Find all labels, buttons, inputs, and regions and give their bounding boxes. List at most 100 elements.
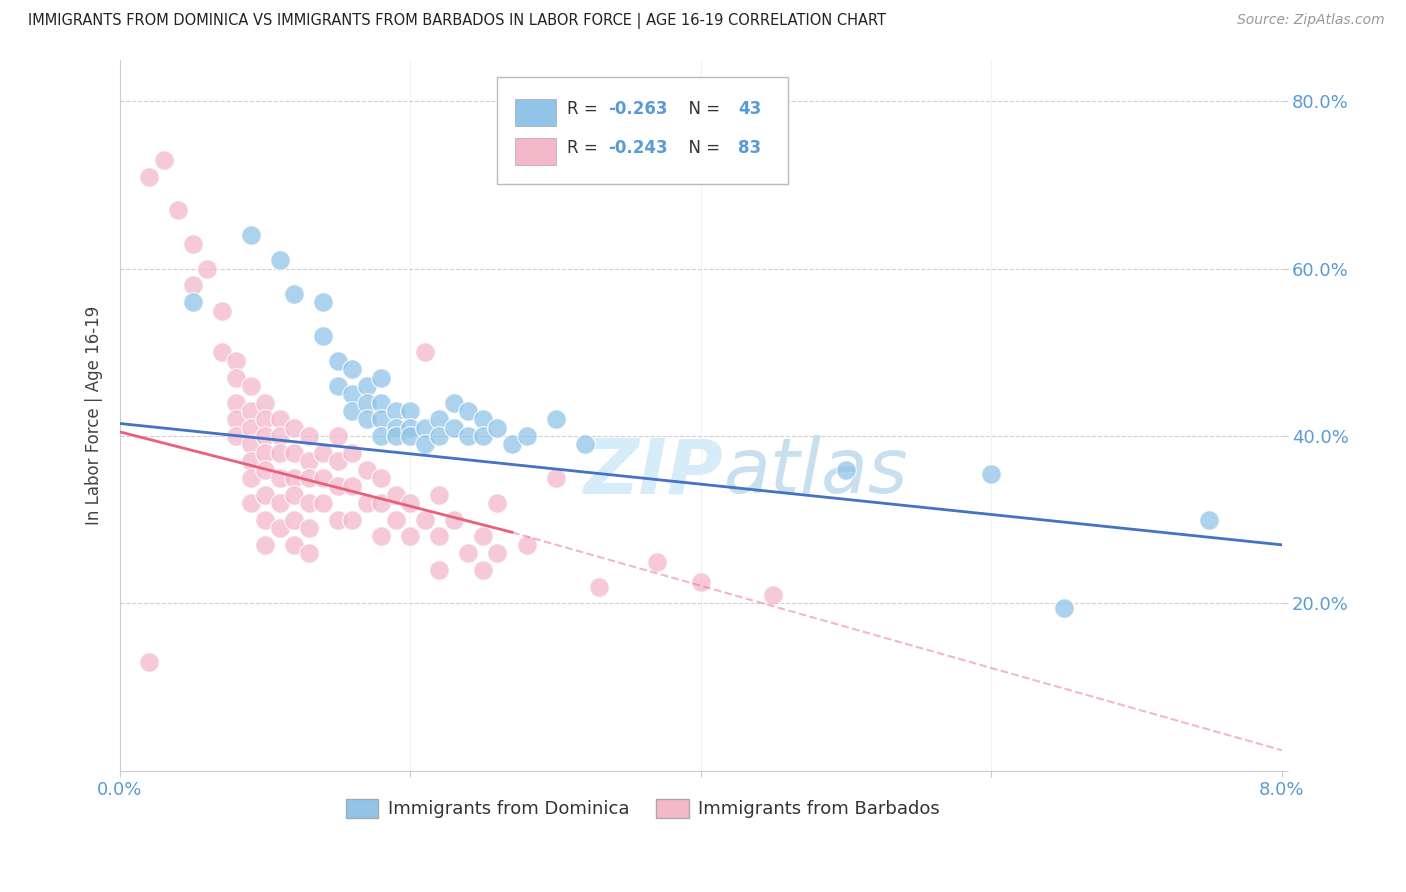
Text: -0.263: -0.263: [607, 101, 668, 119]
Legend: Immigrants from Dominica, Immigrants from Barbados: Immigrants from Dominica, Immigrants fro…: [339, 792, 946, 826]
Point: [269, 496, 291, 510]
Point: [225, 370, 247, 384]
Point: [283, 286, 305, 301]
Point: [429, 563, 451, 577]
Point: [239, 379, 262, 393]
Y-axis label: In Labor Force | Age 16-19: In Labor Force | Age 16-19: [86, 306, 103, 524]
Point: [239, 496, 262, 510]
Point: [457, 546, 479, 560]
Point: [486, 546, 509, 560]
Point: [269, 521, 291, 535]
Text: Source: ZipAtlas.com: Source: ZipAtlas.com: [1237, 13, 1385, 28]
Point: [312, 446, 335, 460]
Point: [413, 437, 436, 451]
Point: [385, 420, 408, 434]
Point: [312, 496, 335, 510]
Point: [443, 420, 465, 434]
Point: [689, 575, 711, 590]
Point: [298, 429, 321, 443]
Point: [501, 437, 523, 451]
Bar: [515, 137, 555, 165]
Point: [413, 345, 436, 359]
Point: [283, 513, 305, 527]
Point: [385, 513, 408, 527]
Point: [342, 387, 364, 401]
Point: [588, 580, 610, 594]
Point: [399, 529, 422, 543]
Text: R =: R =: [567, 139, 603, 158]
Point: [413, 513, 436, 527]
Point: [429, 412, 451, 426]
Point: [283, 471, 305, 485]
Point: [298, 496, 321, 510]
Point: [544, 471, 567, 485]
Point: [269, 412, 291, 426]
Point: [239, 228, 262, 243]
Point: [443, 513, 465, 527]
Point: [471, 429, 494, 443]
Point: [239, 404, 262, 418]
Point: [471, 563, 494, 577]
Point: [225, 429, 247, 443]
Point: [269, 429, 291, 443]
Point: [574, 437, 596, 451]
Text: R =: R =: [567, 101, 603, 119]
Text: atlas: atlas: [724, 435, 908, 509]
Point: [1198, 513, 1220, 527]
Point: [239, 437, 262, 451]
Point: [413, 420, 436, 434]
Point: [370, 471, 392, 485]
Point: [254, 395, 277, 409]
Point: [385, 429, 408, 443]
Point: [515, 538, 537, 552]
Point: [254, 446, 277, 460]
Point: [326, 429, 349, 443]
Point: [283, 538, 305, 552]
Text: ZIP: ZIP: [585, 435, 724, 509]
Point: [211, 345, 233, 359]
Point: [326, 513, 349, 527]
Point: [283, 488, 305, 502]
Point: [515, 429, 537, 443]
Point: [326, 454, 349, 468]
Point: [326, 479, 349, 493]
Point: [399, 496, 422, 510]
Point: [225, 395, 247, 409]
Point: [342, 362, 364, 376]
Point: [181, 236, 204, 251]
Point: [211, 303, 233, 318]
Point: [283, 446, 305, 460]
Point: [298, 521, 321, 535]
Point: [370, 412, 392, 426]
Point: [370, 529, 392, 543]
Point: [225, 412, 247, 426]
Point: [370, 496, 392, 510]
Point: [152, 153, 174, 167]
Point: [486, 420, 509, 434]
Point: [269, 471, 291, 485]
Point: [370, 429, 392, 443]
Point: [385, 404, 408, 418]
Point: [254, 538, 277, 552]
Point: [298, 454, 321, 468]
Text: 43: 43: [738, 101, 761, 119]
Point: [195, 261, 218, 276]
Point: [356, 496, 378, 510]
Text: -0.243: -0.243: [607, 139, 668, 158]
Point: [980, 467, 1002, 481]
Point: [269, 446, 291, 460]
Point: [429, 529, 451, 543]
Point: [356, 379, 378, 393]
Point: [312, 295, 335, 310]
Point: [457, 404, 479, 418]
Point: [312, 328, 335, 343]
Point: [370, 395, 392, 409]
Point: [385, 488, 408, 502]
Point: [181, 278, 204, 293]
Point: [342, 513, 364, 527]
Point: [254, 513, 277, 527]
Point: [1053, 600, 1076, 615]
Point: [342, 404, 364, 418]
Point: [835, 462, 858, 476]
Point: [399, 420, 422, 434]
